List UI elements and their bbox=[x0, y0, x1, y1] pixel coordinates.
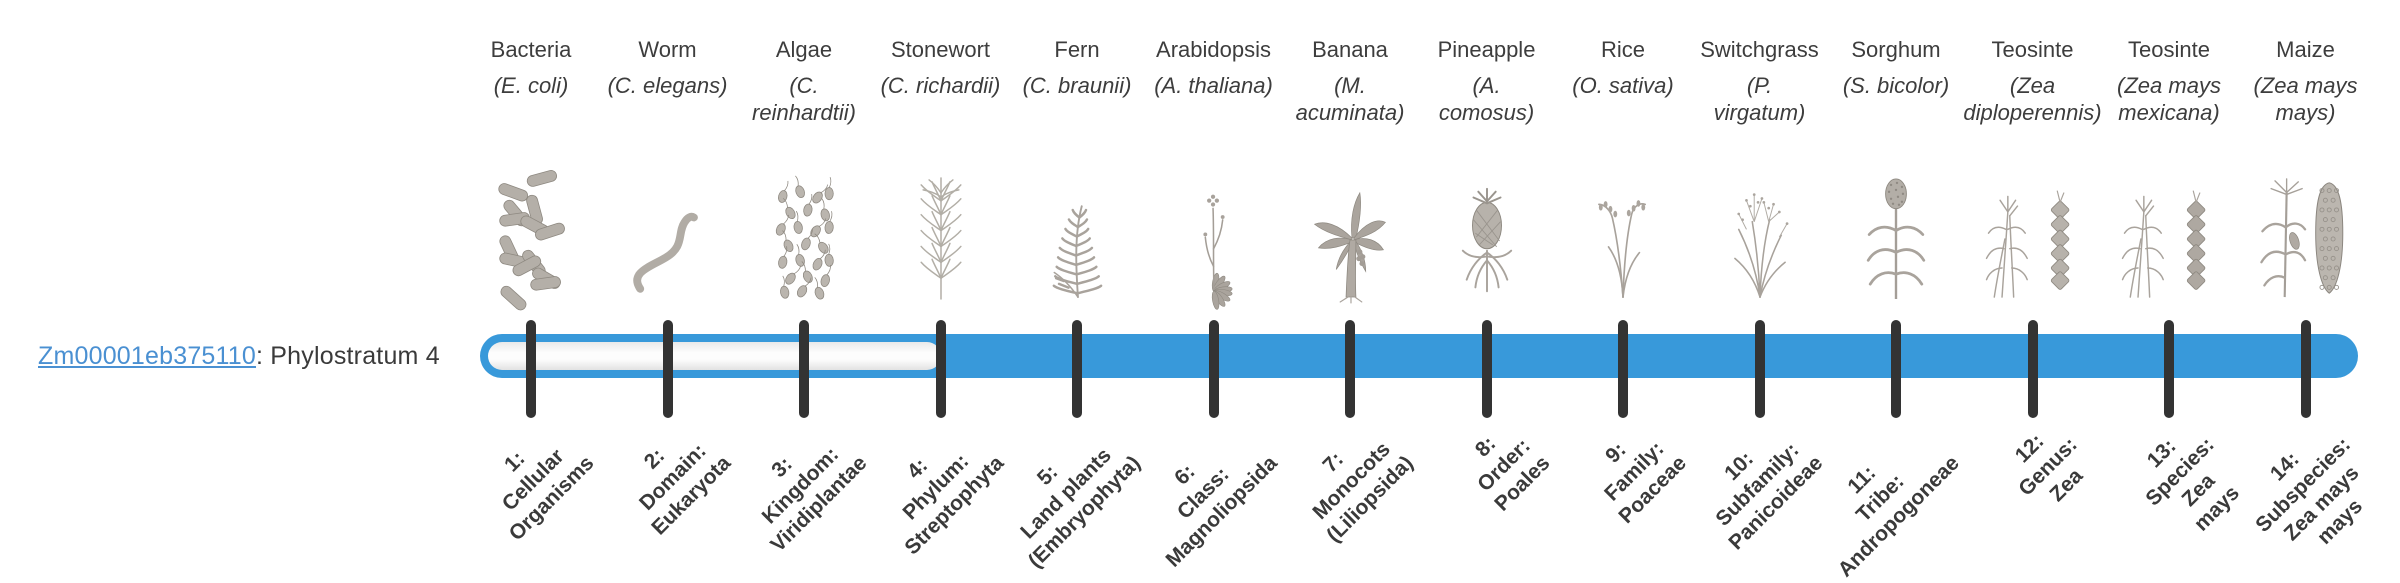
organism-common-name: Bacteria bbox=[490, 37, 572, 62]
tick-mark bbox=[1891, 320, 1901, 418]
stratum-label: 9: Family: Poaceae bbox=[1599, 437, 1691, 529]
organism-name-block: Banana (M. acuminata) bbox=[1265, 36, 1435, 126]
organism-common-name: Stonewort bbox=[890, 37, 991, 62]
stratum-label: 2: Domain: Eukaryota bbox=[634, 439, 736, 540]
organism-scientific-name: (E. coli) bbox=[493, 73, 569, 98]
sorghum-icon bbox=[1831, 171, 1961, 299]
arabidopsis-icon bbox=[1149, 171, 1279, 310]
organism-name-block: Fern (C. braunii) bbox=[992, 36, 1162, 99]
stratum-label: 1: Cellular Organisms bbox=[498, 444, 599, 546]
organism-common-name: Pineapple bbox=[1437, 37, 1536, 62]
bacteria-icon bbox=[466, 170, 596, 311]
organism-scientific-name: (C. richardii) bbox=[880, 73, 1001, 98]
tick-mark bbox=[2300, 320, 2311, 418]
organism-scientific-name: (Zea mays mexicana) bbox=[2117, 73, 2221, 125]
organism-scientific-name: (O. sativa) bbox=[1572, 73, 1674, 98]
organism-name-block: Sorghum (S. bicolor) bbox=[1811, 36, 1981, 99]
teosinte-mexicana-icon bbox=[2104, 171, 2234, 299]
organism-scientific-name: (S. bicolor) bbox=[1842, 73, 1950, 98]
tick-mark bbox=[1754, 320, 1765, 418]
gene-label: Zm00001eb375110: Phylostratum 4 bbox=[38, 342, 440, 371]
organism-name-block: Rice (O. sativa) bbox=[1538, 36, 1708, 99]
organism-name-block: Maize (Zea mays mays) bbox=[2221, 36, 2391, 126]
tick-mark bbox=[2027, 320, 2038, 418]
tick-mark bbox=[935, 320, 946, 418]
pineapple-icon bbox=[1422, 171, 1552, 299]
organism-common-name: Fern bbox=[1054, 37, 1100, 62]
algae-icon bbox=[739, 171, 869, 300]
organism-name-block: Switchgrass (P. virgatum) bbox=[1675, 36, 1845, 126]
tick-mark bbox=[1345, 320, 1355, 418]
tick-mark bbox=[1072, 320, 1082, 418]
tick-mark bbox=[799, 320, 809, 418]
organism-common-name: Maize bbox=[2276, 37, 2335, 62]
organism-scientific-name: (A. comosus) bbox=[1438, 73, 1535, 125]
stratum-label: 13: Species: Zea mays bbox=[2141, 433, 2244, 536]
organism-scientific-name: (M. acuminata) bbox=[1295, 73, 1405, 125]
organism-name-block: Arabidopsis (A. thaliana) bbox=[1129, 36, 1299, 99]
organism-common-name: Algae bbox=[775, 37, 833, 62]
organism-common-name: Teosinte bbox=[1991, 37, 2074, 62]
organism-scientific-name: (Zea mays mays) bbox=[2253, 73, 2358, 125]
organism-scientific-name: (C. braunii) bbox=[1022, 73, 1132, 98]
organism-scientific-name: (C. reinhardtii) bbox=[752, 73, 856, 125]
tick-mark bbox=[1481, 320, 1492, 418]
organism-name-block: Teosinte (Zea mays mexicana) bbox=[2084, 36, 2254, 126]
switchgrass-icon bbox=[1695, 171, 1825, 299]
stratum-label: 7: Monocots (Liliopsida) bbox=[1308, 437, 1418, 547]
organism-name-block: Pineapple (A. comosus) bbox=[1402, 36, 1572, 126]
stratum-label: 14: Subspecies: Zea mays mays bbox=[2251, 433, 2367, 549]
organism-name-block: Teosinte (Zea diploperennis) bbox=[1948, 36, 2118, 126]
organism-common-name: Teosinte bbox=[2128, 37, 2210, 62]
gene-phylostratum-text: : Phylostratum 4 bbox=[256, 342, 440, 370]
organism-scientific-name: (A. thaliana) bbox=[1154, 73, 1273, 98]
gene-link[interactable]: Zm00001eb375110 bbox=[38, 342, 256, 370]
tick-mark bbox=[662, 320, 673, 418]
tick-mark bbox=[526, 320, 536, 418]
tick-mark bbox=[1618, 320, 1628, 418]
stonewort-icon bbox=[876, 171, 1006, 300]
stratum-label: 6: Class: Magnoliopsida bbox=[1161, 451, 1282, 572]
stratum-label: 4: Phylum: Streptophyta bbox=[898, 449, 1009, 560]
organism-common-name: Rice bbox=[1600, 37, 1645, 62]
fern-icon bbox=[1012, 171, 1142, 299]
organism-scientific-name: (P. virgatum) bbox=[1713, 73, 1806, 125]
organism-common-name: Arabidopsis bbox=[1156, 37, 1271, 62]
timeline-bar-unfilled bbox=[488, 342, 941, 370]
teosinte-diploperennis-icon bbox=[1968, 171, 2098, 299]
organism-name-block: Algae (C. reinhardtii) bbox=[719, 36, 889, 126]
organism-name-block: Worm (C. elegans) bbox=[583, 36, 753, 99]
tick-mark bbox=[2164, 320, 2174, 418]
tick-mark bbox=[1208, 320, 1219, 418]
stratum-label: 11: Tribe: Andropogoneae bbox=[1833, 451, 1964, 582]
stratum-label: 8: Order: Poales bbox=[1470, 432, 1555, 516]
organism-scientific-name: (C. elegans) bbox=[607, 73, 728, 98]
organism-name-block: Bacteria (E. coli) bbox=[446, 36, 616, 99]
organism-common-name: Banana bbox=[1312, 37, 1388, 62]
stratum-label: 3: Kingdom: Viridiplantae bbox=[758, 442, 872, 557]
organism-common-name: Switchgrass bbox=[1700, 37, 1819, 62]
maize-icon bbox=[2241, 171, 2371, 299]
banana-icon bbox=[1285, 171, 1415, 304]
organism-name-block: Stonewort (C. richardii) bbox=[856, 36, 1026, 99]
organism-common-name: Worm bbox=[638, 37, 697, 62]
stratum-label: 5: Land plants (Embryophyta) bbox=[1016, 443, 1145, 573]
organism-scientific-name: (Zea diploperennis) bbox=[1963, 73, 2102, 125]
worm-icon bbox=[603, 171, 733, 299]
stratum-label: 12: Genus: Zea bbox=[2010, 429, 2088, 507]
organism-common-name: Sorghum bbox=[1851, 37, 1941, 62]
rice-icon bbox=[1558, 171, 1688, 299]
